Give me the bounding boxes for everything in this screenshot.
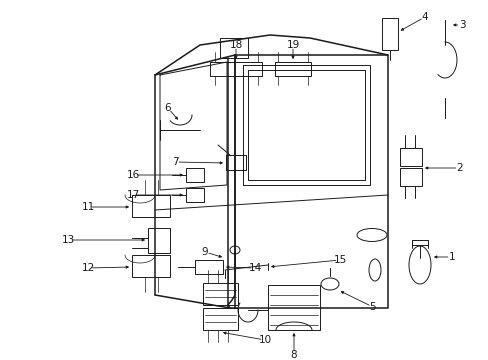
Bar (220, 38, 247, 58)
Bar (132, 255, 170, 277)
Text: 17: 17 (126, 190, 140, 200)
Text: 14: 14 (248, 263, 261, 273)
Text: 1: 1 (448, 252, 454, 262)
Bar (274, 62, 310, 76)
Text: 18: 18 (229, 40, 242, 50)
Text: 10: 10 (258, 335, 271, 345)
Text: 4: 4 (421, 12, 427, 22)
Bar (209, 62, 262, 76)
Bar (225, 155, 245, 170)
Text: 7: 7 (171, 157, 178, 167)
Text: 16: 16 (126, 170, 140, 180)
Bar (185, 168, 203, 182)
Text: 3: 3 (458, 20, 465, 30)
Bar (132, 195, 170, 217)
Bar (203, 308, 238, 330)
Text: 19: 19 (286, 40, 299, 50)
Bar (195, 260, 223, 274)
Text: 5: 5 (369, 302, 376, 312)
Bar (185, 188, 203, 202)
Text: 11: 11 (81, 202, 95, 212)
Bar (203, 283, 238, 305)
Bar (381, 18, 397, 50)
Text: 13: 13 (61, 235, 75, 245)
Bar (148, 228, 170, 253)
Bar (267, 285, 319, 330)
Text: 6: 6 (164, 103, 171, 113)
Text: 12: 12 (81, 263, 95, 273)
Bar (399, 148, 421, 166)
Text: 2: 2 (456, 163, 462, 173)
Bar (399, 168, 421, 186)
Text: 15: 15 (333, 255, 346, 265)
Text: 9: 9 (201, 247, 208, 257)
Text: 8: 8 (290, 350, 297, 360)
